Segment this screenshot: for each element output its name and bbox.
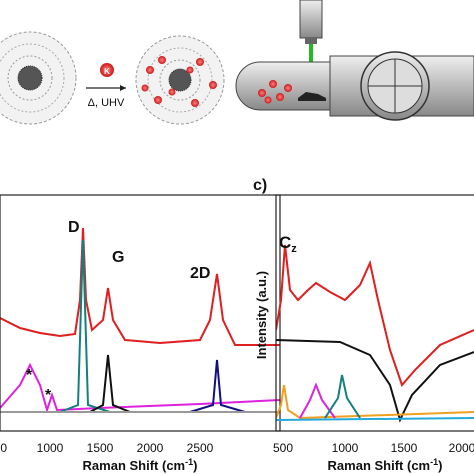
tick-label: 2500 [187, 441, 214, 455]
spectrum-c [276, 244, 474, 423]
apparatus [235, 0, 474, 121]
y-axis-title: Intensity (a.u.) [254, 271, 269, 359]
tick-label: 500 [0, 441, 7, 455]
peak-label: G [112, 249, 124, 266]
fullerene-before [0, 31, 77, 125]
frame-c [275, 194, 474, 432]
k-label: K [104, 67, 110, 76]
mode-label: Cz [279, 233, 297, 255]
tick-label: 2000 [449, 441, 474, 455]
tick-label: 1000 [332, 441, 359, 455]
panel-label: c) [253, 177, 267, 194]
tick-label: 500 [273, 441, 293, 455]
x-axis-title: Raman Shift (cm-1) [328, 457, 443, 473]
tick-label: 2000 [137, 441, 164, 455]
reaction-arrow: K Δ, UHV [86, 63, 126, 109]
x-axis-title: Raman Shift (cm-1) [83, 457, 198, 473]
peak-label: 2D [190, 265, 210, 282]
condition: Δ, UHV [88, 97, 125, 109]
fullerene-after [135, 35, 225, 125]
frame-b [0, 194, 281, 432]
star: * [45, 387, 52, 404]
spectrum-b [0, 227, 280, 414]
peak-label: D [68, 219, 80, 236]
tick-label: 1500 [87, 441, 114, 455]
tick-label: 1000 [37, 441, 64, 455]
star: * [26, 367, 33, 384]
tick-label: 1500 [391, 441, 418, 455]
x-ticks-b: 500 1000 1500 2000 2500 [0, 441, 214, 455]
